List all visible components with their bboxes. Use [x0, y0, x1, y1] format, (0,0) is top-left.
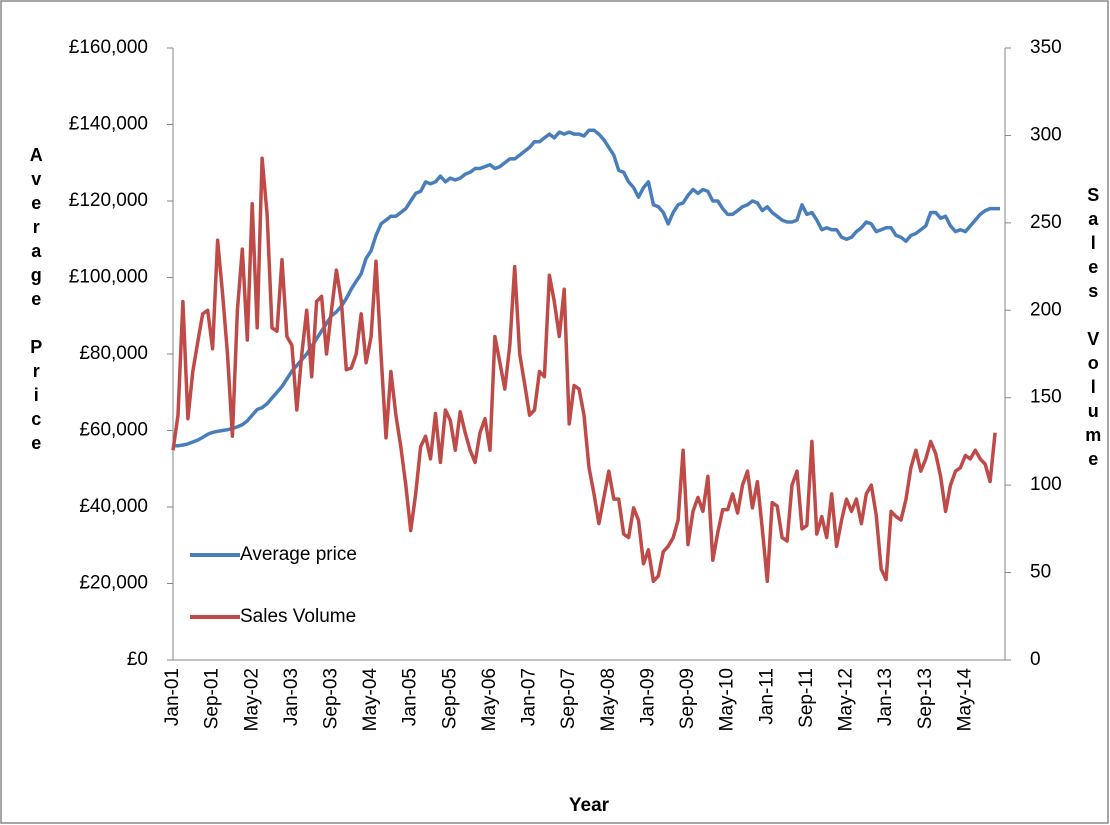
x-tick-label: May-02 [241, 668, 262, 731]
x-tick-label: May-12 [836, 668, 857, 731]
x-tick-label: Sep-07 [558, 668, 579, 729]
x-tick-label: May-04 [360, 668, 381, 732]
y-tick-label: £40,000 [79, 496, 148, 517]
x-tick-label: Jan-13 [875, 668, 896, 726]
x-tick-label: Sep-13 [915, 668, 936, 729]
x-tick-label: Jan-05 [400, 668, 421, 726]
x-tick-label: Sep-03 [320, 668, 341, 729]
x-tick-label: Sep-11 [796, 668, 817, 728]
y2-tick-label: 350 [1030, 37, 1062, 58]
y-tick-label: £0 [127, 649, 148, 670]
y2-tick-label: 100 [1030, 474, 1062, 495]
y2-tick-label: 150 [1030, 387, 1062, 408]
x-tick-label: May-08 [598, 668, 619, 731]
y2-tick-label: 250 [1030, 212, 1062, 233]
x-axis-title: Year [569, 795, 610, 816]
y2-tick-label: 200 [1030, 299, 1062, 320]
x-tick-label: Jan-01 [162, 668, 183, 726]
y2-tick-label: 50 [1030, 562, 1051, 583]
y2-axis-title: Sales Volume [1083, 185, 1103, 473]
y2-tick-label: 0 [1030, 649, 1041, 670]
x-tick-label: Jan-07 [519, 668, 540, 726]
legend-label: Average price [240, 544, 357, 565]
x-tick-label: Sep-09 [677, 668, 698, 729]
x-tick-label: Sep-01 [202, 668, 223, 729]
y-tick-label: £160,000 [69, 37, 148, 58]
x-tick-label: May-06 [479, 668, 500, 731]
y-tick-label: £60,000 [79, 420, 148, 441]
y-axis-title: Average Price [26, 145, 46, 457]
x-tick-label: Jan-11 [756, 668, 777, 725]
x-tick-label: Jan-03 [281, 668, 302, 726]
x-tick-label: May-10 [717, 668, 738, 731]
y-tick-label: £120,000 [69, 190, 148, 211]
x-tick-label: May-14 [954, 668, 975, 732]
series-line [171, 156, 997, 584]
y-tick-label: £140,000 [69, 114, 148, 135]
legend-label: Sales Volume [240, 606, 356, 627]
y2-tick-label: 300 [1030, 124, 1062, 145]
y-tick-label: £100,000 [69, 267, 148, 288]
y-tick-label: £20,000 [79, 573, 148, 594]
y-tick-label: £80,000 [79, 343, 148, 364]
x-tick-label: Jan-09 [637, 668, 658, 726]
x-tick-label: Sep-05 [439, 668, 460, 729]
